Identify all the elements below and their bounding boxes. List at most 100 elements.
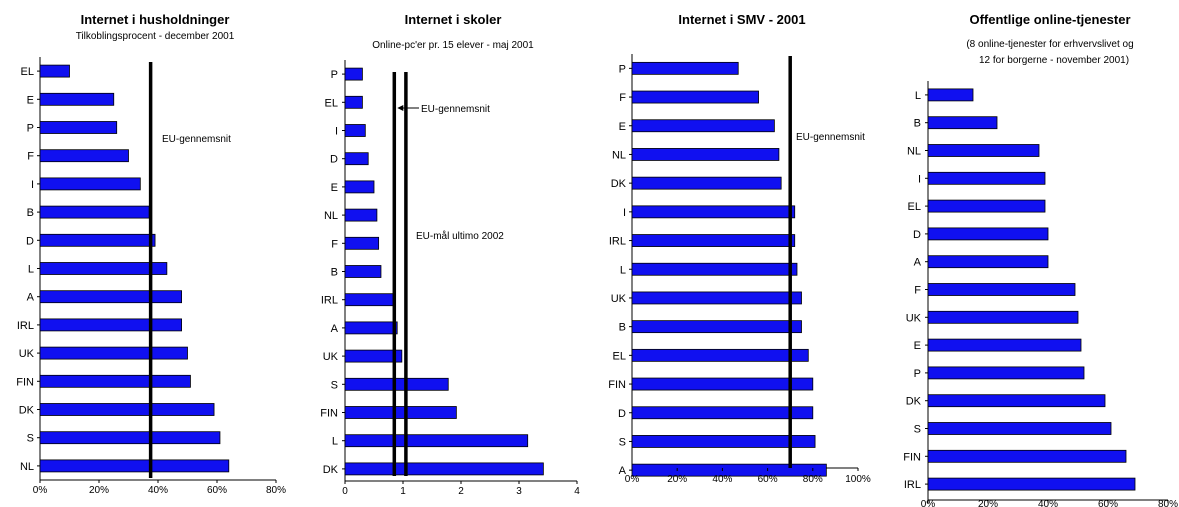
- bar-i: [39, 177, 141, 191]
- bar-fin: [927, 449, 1127, 463]
- category-label-i: I: [918, 173, 921, 185]
- category-label-b: B: [914, 118, 921, 130]
- x-tick-label: 60%: [1098, 499, 1118, 507]
- bar-f: [344, 236, 380, 250]
- category-label-el: EL: [613, 350, 626, 362]
- chart-subtitle-line-2: 12 for borgerne - november 2001): [979, 55, 1129, 66]
- x-tick-label: 40%: [712, 474, 732, 485]
- bar-l: [927, 88, 974, 102]
- category-label-uk: UK: [19, 348, 35, 360]
- x-tick-label: 40%: [148, 485, 168, 496]
- bar-nl: [631, 148, 780, 161]
- bar-irl: [631, 234, 796, 247]
- bar-irl: [927, 477, 1136, 491]
- category-label-irl: IRL: [17, 320, 34, 332]
- category-label-p: P: [27, 123, 34, 135]
- category-label-l: L: [332, 436, 338, 448]
- category-label-dk: DK: [611, 178, 627, 190]
- chart-internet-smv: Internet i SMV - 2001 EU-gennemsnit P F E N…: [608, 12, 871, 485]
- category-label-s: S: [619, 436, 626, 448]
- bar-e: [631, 119, 775, 133]
- bar-b: [631, 320, 802, 334]
- category-label-b: B: [619, 322, 626, 334]
- bar-e: [927, 338, 1082, 352]
- category-label-i: I: [623, 207, 626, 219]
- bar-a: [39, 290, 183, 304]
- bar-l: [39, 262, 168, 275]
- category-label-fin: FIN: [903, 451, 921, 463]
- category-label-f: F: [331, 238, 338, 250]
- bar-el: [39, 64, 70, 78]
- category-label-b: B: [331, 267, 338, 279]
- category-label-b: B: [27, 207, 34, 219]
- category-label-s: S: [914, 424, 921, 436]
- category-label-p: P: [331, 69, 338, 81]
- bar-a: [344, 321, 398, 335]
- bar-i: [344, 124, 366, 137]
- x-tick-label: 80%: [266, 485, 286, 496]
- bar-p: [631, 61, 739, 75]
- x-tick-label: 20%: [667, 474, 687, 485]
- bar-nl: [344, 208, 378, 222]
- bar-s: [927, 422, 1112, 435]
- chart-title: Offentlige online-tjenester: [969, 12, 1130, 27]
- x-tick-label: 0%: [921, 499, 936, 507]
- annotation-arrow-head: [397, 105, 404, 111]
- bar-s: [631, 435, 816, 448]
- chart-subtitle: Online-pc'er pr. 15 elever - maj 2001: [372, 40, 534, 51]
- category-label-dk: DK: [19, 405, 35, 417]
- chart-title: Internet i SMV - 2001: [678, 12, 805, 27]
- category-label-dk: DK: [323, 464, 339, 476]
- x-tick-label: 0%: [625, 474, 640, 485]
- chart-subtitle-line-1: (8 online-tjenester for erhvervslivet og: [966, 39, 1133, 50]
- eu-average-label: EU-gennemsnit: [162, 134, 231, 145]
- category-label-d: D: [913, 229, 921, 241]
- category-label-dk: DK: [906, 396, 922, 408]
- category-label-l: L: [28, 264, 34, 276]
- chart-offentlige-tjenester: Offentlige online-tjenester (8 online-tj…: [903, 12, 1178, 507]
- bar-p: [927, 366, 1085, 380]
- bar-f: [631, 90, 759, 104]
- category-label-s: S: [331, 379, 338, 391]
- bar-nl: [927, 144, 1040, 157]
- chart-internet-skoler: Internet i skoler Online-pc'er pr. 15 el…: [320, 12, 580, 497]
- eu-average-label: EU-gennemsnit: [796, 132, 865, 143]
- category-label-s: S: [27, 433, 34, 445]
- bar-p: [344, 67, 363, 81]
- bar-s: [344, 377, 449, 391]
- category-label-irl: IRL: [321, 295, 338, 307]
- x-tick-label: 4: [574, 486, 580, 497]
- bar-f: [927, 283, 1076, 296]
- category-label-l: L: [620, 264, 626, 276]
- chart-title: Internet i husholdninger: [81, 12, 230, 27]
- bar-dk: [344, 462, 544, 476]
- bar-p: [39, 121, 118, 134]
- bar-irl: [344, 293, 395, 307]
- x-tick-label: 20%: [89, 485, 109, 496]
- eu-average-label: EU-gennemsnit: [421, 104, 490, 115]
- bar-f: [39, 149, 129, 163]
- bar-el: [631, 348, 809, 362]
- category-label-el: EL: [21, 66, 34, 78]
- bar-el: [344, 95, 363, 109]
- category-label-p: P: [914, 368, 921, 380]
- bar-s: [39, 431, 221, 445]
- bar-b: [39, 205, 150, 219]
- category-label-nl: NL: [907, 146, 921, 158]
- x-tick-label: 80%: [803, 474, 823, 485]
- bar-e: [344, 180, 375, 194]
- chart-subtitle: Tilkoblingsprocent - december 2001: [76, 31, 235, 42]
- category-label-el: EL: [908, 201, 921, 213]
- bar-uk: [344, 349, 403, 363]
- category-label-f: F: [914, 285, 921, 297]
- bar-l: [344, 434, 529, 448]
- bar-a: [927, 255, 1049, 269]
- category-label-fin: FIN: [16, 376, 34, 388]
- x-tick-label: 80%: [1158, 499, 1178, 507]
- category-label-irl: IRL: [609, 236, 626, 248]
- category-label-f: F: [619, 92, 626, 104]
- category-label-fin: FIN: [320, 408, 338, 420]
- bar-b: [927, 116, 998, 130]
- bar-fin: [39, 374, 191, 388]
- category-label-a: A: [331, 323, 339, 335]
